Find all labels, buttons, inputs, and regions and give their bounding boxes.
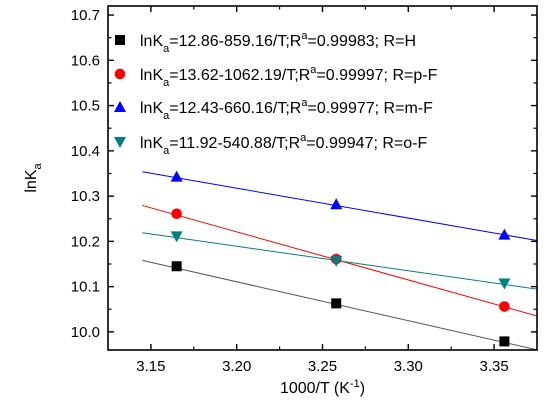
legend-marker-3 [114, 137, 126, 148]
x-tick-label-0: 3.15 [136, 358, 165, 375]
series-1 [171, 208, 510, 312]
y-tick-label-0: 10.0 [71, 324, 100, 341]
legend-label-1: lnKa=13.62-1062.19/T;Ra=0.99997; R=p-F [140, 64, 438, 89]
y-tick-label-1: 10.1 [71, 279, 100, 296]
legend-marker-0 [115, 35, 125, 45]
y-tick-label-7: 10.7 [71, 7, 100, 24]
data-point-1-0 [171, 208, 182, 220]
x-axis-title: 1000/T (K-1) [280, 378, 365, 397]
y-tick-label-4: 10.4 [71, 143, 100, 160]
data-point-3-1 [330, 255, 343, 267]
data-point-3-0 [170, 231, 183, 243]
y-axis-title: lnKa [23, 163, 44, 193]
x-tick-label-4: 3.35 [479, 358, 508, 375]
legend-marker-2 [114, 101, 126, 112]
legend-marker-1 [114, 68, 126, 80]
y-tick-label-5: 10.5 [71, 98, 100, 115]
data-point-0-2 [499, 336, 510, 347]
legend-label-3: lnKa=11.92-540.88/T;Ra=0.99947; R=o-F [140, 132, 427, 157]
data-point-0-1 [331, 298, 342, 309]
legend-entry-1: lnKa=13.62-1062.19/T;Ra=0.99997; R=p-F [114, 64, 438, 89]
legend-entry-0: lnKa=12.86-859.16/T;Ra=0.99983; R=H [115, 30, 416, 55]
data-point-2-1 [330, 198, 343, 210]
data-point-1-2 [499, 301, 510, 312]
data-point-3-2 [498, 278, 511, 290]
x-tick-label-3: 3.30 [394, 358, 423, 375]
legend-label-2: lnKa=12.43-660.16/T;Ra=0.99977; R=m-F [140, 97, 433, 122]
data-point-0-0 [171, 261, 182, 272]
legend-entry-3: lnKa=11.92-540.88/T;Ra=0.99947; R=o-F [114, 132, 427, 157]
series-3 [170, 231, 511, 290]
data-point-2-2 [498, 228, 511, 240]
y-tick-label-2: 10.2 [71, 233, 100, 250]
data-point-2-0 [170, 170, 183, 182]
legend-entry-2: lnKa=12.43-660.16/T;Ra=0.99977; R=m-F [114, 97, 433, 122]
x-tick-label-1: 3.20 [222, 358, 251, 375]
y-tick-label-6: 10.6 [71, 52, 100, 69]
legend-label-0: lnKa=12.86-859.16/T;Ra=0.99983; R=H [140, 30, 416, 55]
y-tick-label-3: 10.3 [71, 188, 100, 205]
series-0 [171, 261, 510, 347]
series-2 [170, 170, 511, 240]
x-tick-label-2: 3.25 [308, 358, 337, 375]
